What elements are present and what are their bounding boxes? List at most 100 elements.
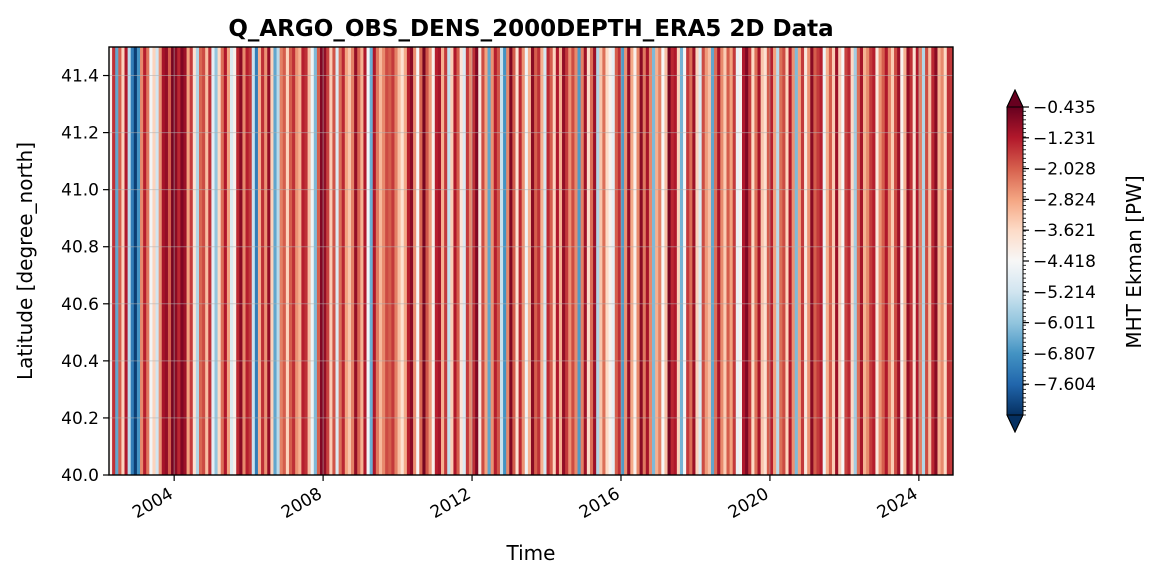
heatmap-stripe <box>484 47 489 475</box>
heatmap-stripe <box>261 47 265 475</box>
heatmap-stripe <box>925 47 929 475</box>
heatmap-stripe <box>428 47 433 475</box>
heatmap-stripe <box>347 47 352 475</box>
heatmap-stripe <box>391 47 396 475</box>
heatmap-stripe <box>785 47 790 475</box>
chart-title: Q_ARGO_OBS_DENS_2000DEPTH_ERA5 2D Data <box>228 16 833 42</box>
heatmap-stripe <box>503 47 507 475</box>
heatmap-stripe <box>903 47 908 475</box>
heatmap-stripe <box>369 47 374 475</box>
heatmap-stripe <box>382 47 386 475</box>
heatmap-stripe <box>264 47 268 475</box>
heatmap-stripe <box>121 47 126 475</box>
heatmap-stripe <box>282 47 287 475</box>
heatmap-stripe <box>673 47 678 475</box>
colorbar-tick-label: −2.824 <box>1033 190 1096 210</box>
heatmap-stripe <box>512 47 517 475</box>
heatmap-stripe <box>931 47 935 475</box>
y-tick-label: 41.4 <box>61 67 99 87</box>
x-tick-label: 2020 <box>725 484 772 523</box>
heatmap-stripe <box>174 47 178 475</box>
heatmap-stripe <box>602 47 607 475</box>
heatmap-stripe <box>884 47 889 475</box>
heatmap-stripe <box>298 47 302 475</box>
heatmap-stripe <box>816 47 821 475</box>
heatmap-stripe <box>279 47 284 475</box>
heatmap-stripe <box>776 47 780 475</box>
heatmap-stripe <box>810 47 814 475</box>
heatmap-stripe <box>419 47 423 475</box>
y-tick-label: 40.2 <box>61 409 99 429</box>
heatmap-stripe <box>738 47 743 475</box>
heatmap-stripe <box>450 47 455 475</box>
heatmap-stripe <box>434 47 439 475</box>
heatmap-stripe <box>326 47 330 475</box>
heatmap-stripe <box>211 47 216 475</box>
x-tick-label: 2008 <box>278 484 325 523</box>
heatmap-stripe <box>543 47 548 475</box>
heatmap-stripe <box>124 47 129 475</box>
heatmap-stripe <box>645 47 650 475</box>
colorbar-tick-label: −7.604 <box>1033 375 1096 395</box>
heatmap-stripe <box>633 47 638 475</box>
heatmap-stripe <box>226 47 231 475</box>
colorbar: −0.435 −1.231 −2.028 −2.824 −3.621 −4.418 −5.2… <box>1006 88 1096 434</box>
heatmap-stripe <box>189 47 194 475</box>
heatmap-stripe <box>155 47 160 475</box>
heatmap-stripe <box>375 47 380 475</box>
heatmap-stripe <box>214 47 219 475</box>
heatmap-stripe <box>456 47 461 475</box>
heatmap-stripe <box>670 47 675 475</box>
heatmap-stripe <box>900 47 904 475</box>
heatmap-stripe <box>400 47 405 475</box>
heatmap-stripe <box>413 47 417 475</box>
heatmap-stripe <box>946 47 951 475</box>
heatmap-stripe <box>667 47 672 475</box>
heatmap-stripe <box>887 47 892 475</box>
heatmap-stripe <box>627 47 631 475</box>
heatmap-stripe <box>872 47 877 475</box>
heatmap-stripe <box>698 47 703 475</box>
heatmap-stripe <box>723 47 728 475</box>
heatmap-stripe <box>245 47 250 475</box>
heatmap-stripe <box>717 47 721 475</box>
plot-frame <box>108 46 954 476</box>
heatmap-stripe <box>344 47 349 475</box>
heatmap-stripe <box>109 47 113 475</box>
heatmap-stripe <box>949 47 953 475</box>
colorbar-tick-label: −6.011 <box>1033 314 1096 334</box>
heatmap-stripe <box>372 47 377 475</box>
heatmap-stripe <box>133 47 138 475</box>
heatmap-stripe <box>729 47 734 475</box>
heatmap-stripe <box>233 47 237 475</box>
heatmap-stripe <box>894 47 898 475</box>
heatmap-stripe <box>465 47 470 475</box>
heatmap-stripe <box>468 47 473 475</box>
heatmap-stripe <box>825 47 830 475</box>
heatmap-stripe <box>701 47 706 475</box>
heatmap-stripe <box>748 47 752 475</box>
heatmap-stripe <box>813 47 818 475</box>
heatmap-stripe <box>546 47 551 475</box>
heatmap-stripe <box>636 47 641 475</box>
heatmap-stripe <box>422 47 427 475</box>
heatmap-stripe <box>773 47 777 475</box>
heatmap-stripe <box>679 47 684 475</box>
heatmap-stripe <box>453 47 458 475</box>
heatmap-stripe <box>527 47 532 475</box>
heatmap-stripe <box>577 47 582 475</box>
heatmap-stripe <box>763 47 768 475</box>
heatmap-stripe <box>571 47 576 475</box>
heatmap-stripe <box>906 47 911 475</box>
heatmap-stripe <box>661 47 666 475</box>
colorbar-tick-label: −1.231 <box>1033 129 1096 149</box>
heatmap-stripe <box>416 47 420 475</box>
heatmap-stripe <box>779 47 783 475</box>
heatmap-stripe <box>158 47 163 475</box>
y-axis: 40.0 40.2 40.4 40.6 40.8 41.0 41.2 41.4 <box>61 67 109 486</box>
heatmap-stripe <box>617 47 622 475</box>
heatmap-stripe <box>388 47 392 475</box>
heatmap-stripe <box>850 47 855 475</box>
heatmap-stripe <box>338 47 343 475</box>
heatmap-stripe <box>918 47 923 475</box>
